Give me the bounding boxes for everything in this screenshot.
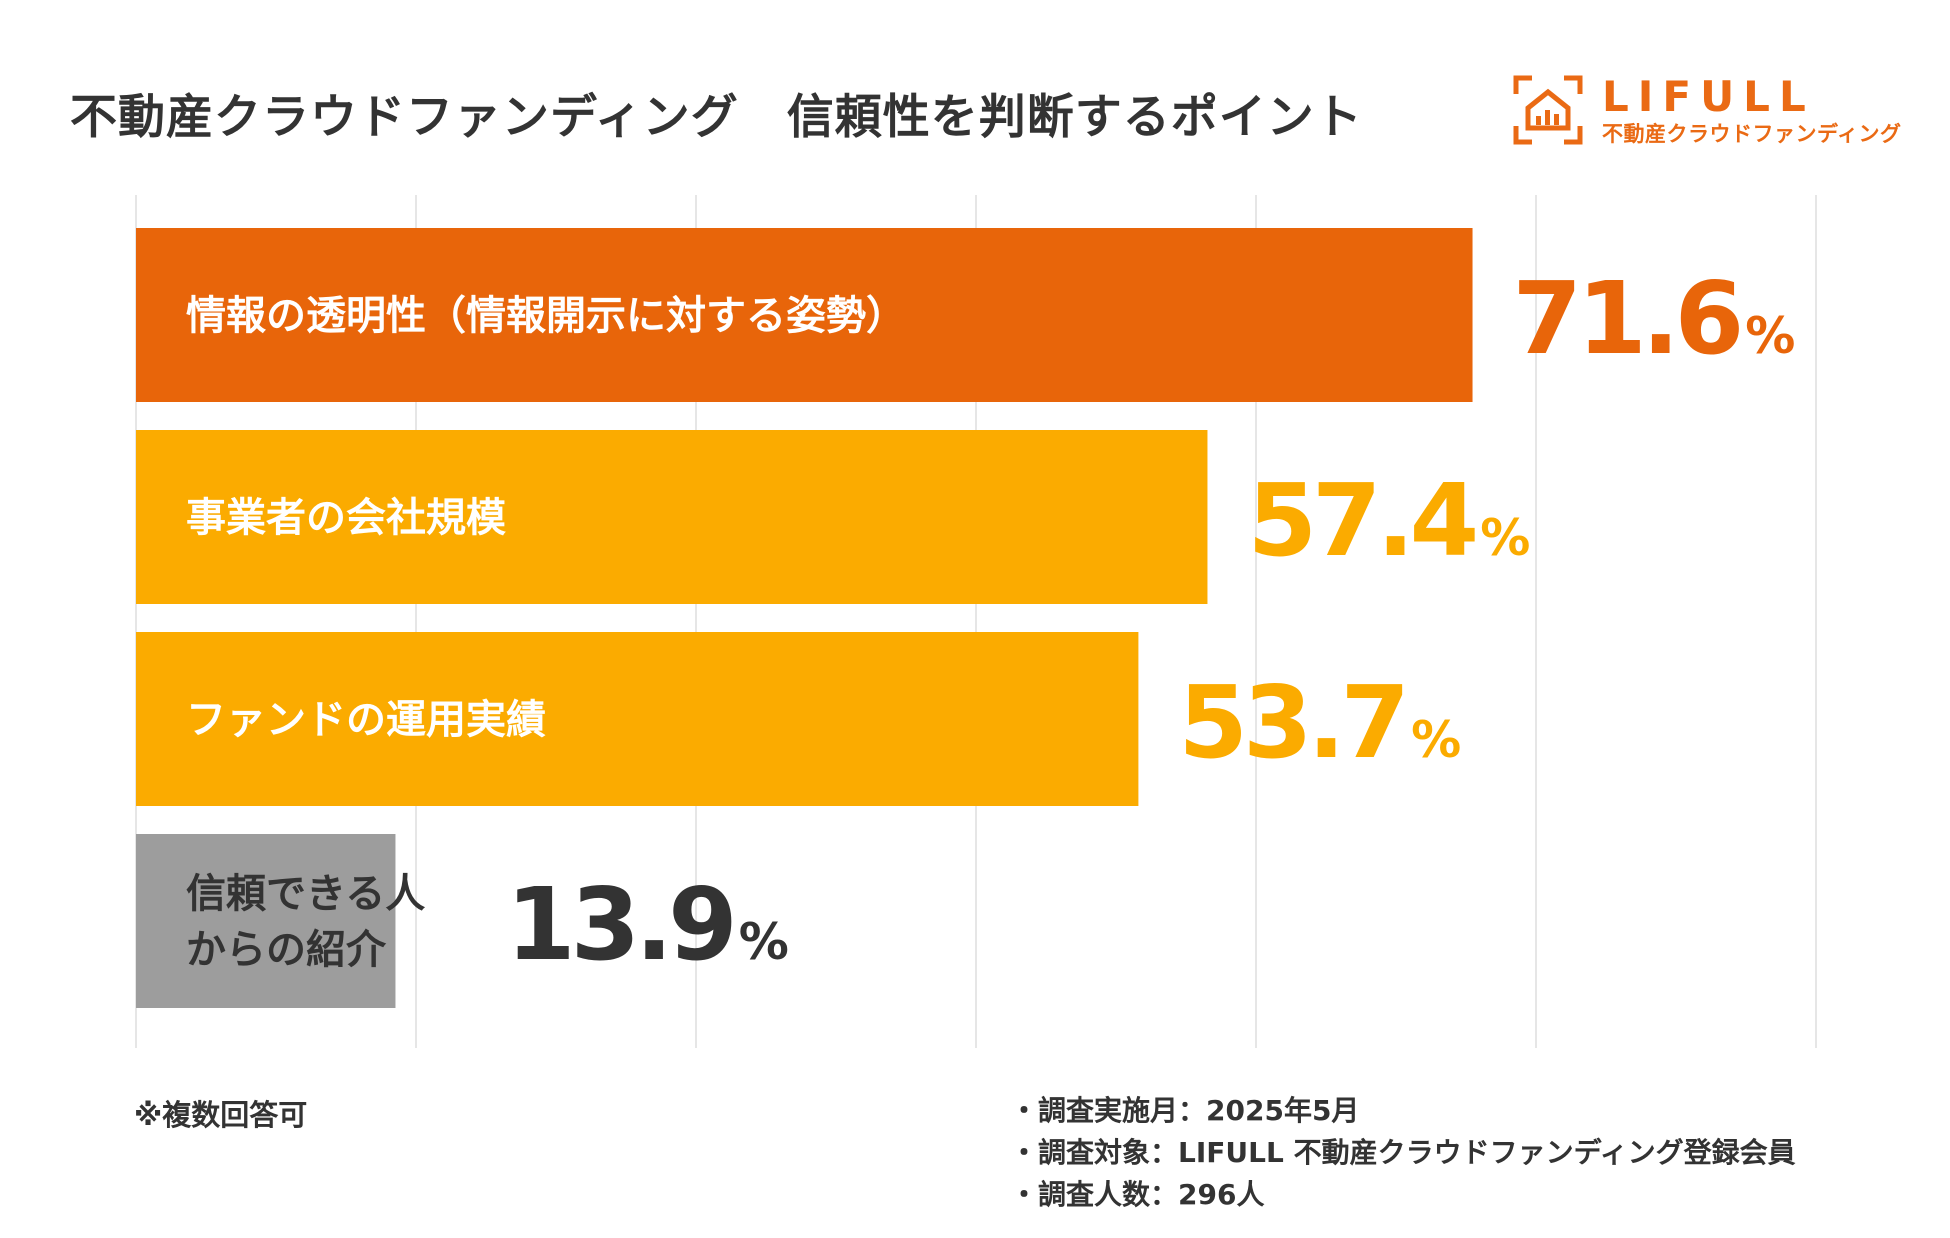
bar [136,228,1473,402]
survey-info: 調査実施月：2025年5月 調査対象：LIFULL 不動産クラウドファンディング… [1010,1090,1796,1216]
value-labels: 71.6 % 57.4 % 53.7 % 13.9% [506,260,1799,983]
bar [136,430,1208,604]
chart-title: 不動産クラウドファンディング 信頼性を判断するポイント [70,90,1363,145]
survey-date: 調査実施月：2025年5月 [1010,1090,1796,1132]
value-label: 57.4% [1247,462,1529,579]
lifull-logo: LIFULL 不動産クラウドファンディング [1512,72,1901,146]
value-label: 71.6% [1513,260,1795,377]
footnote: ※複数回答可 [134,1098,308,1132]
bar-chart: 情報の透明性（情報開示に対する姿勢） 事業者の会社規模ファンドの運用実績信頼できる… [135,195,1817,1048]
logo-subtitle: 不動産クラウドファンディング [1602,122,1902,146]
logo-name: LIFULL [1602,72,1815,121]
bars [136,228,1473,1008]
bar [136,632,1139,806]
category-label: 事業者の会社規模 [186,495,506,541]
value-label: 13.9% [506,866,788,983]
value-label: 53.7% [1178,664,1460,781]
survey-target: 調査対象：LIFULL 不動産クラウドファンディング登録会員 [1010,1132,1796,1174]
bar-labels: 情報の透明性（情報開示に対する姿勢） 事業者の会社規模ファンドの運用実績信頼できる… [186,293,906,973]
category-label: 情報の透明性（情報開示に対する姿勢） [186,293,906,339]
category-label: ファンドの運用実績 [186,697,546,743]
house-chart-icon [1513,75,1583,145]
bar [136,834,396,1008]
category-label: 信頼できる人からの紹介 [186,871,425,973]
survey-count: 調査人数：296人 [1010,1174,1796,1216]
